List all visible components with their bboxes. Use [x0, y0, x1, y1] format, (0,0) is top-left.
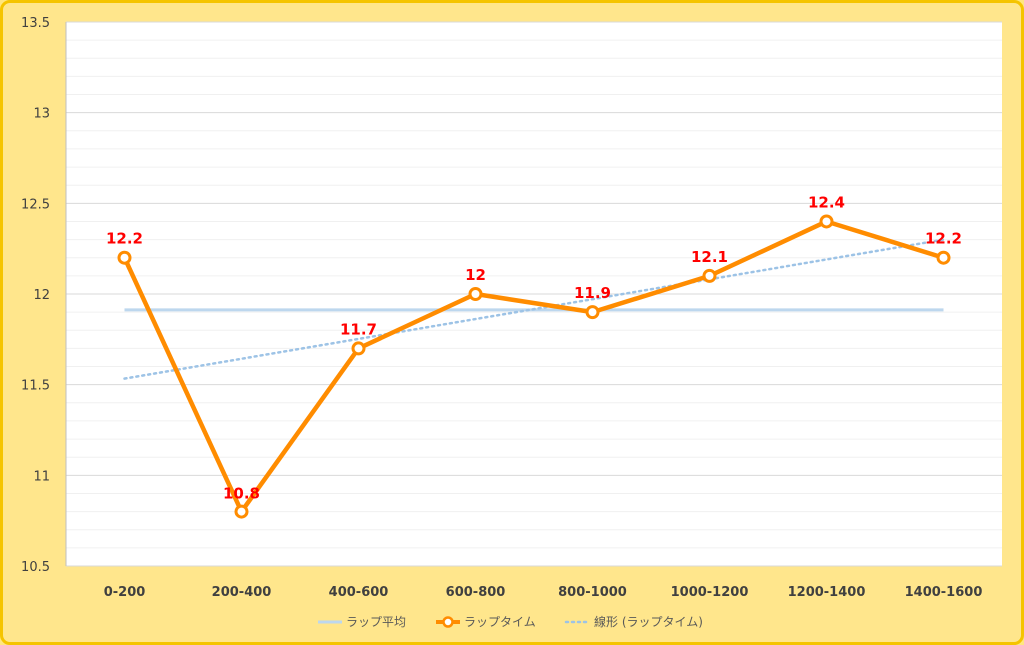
lap-time-point: [468, 287, 483, 301]
legend-label-average: ラップ平均: [346, 615, 406, 629]
data-label: 12.4: [808, 193, 845, 211]
y-tick-label: 10.5: [21, 560, 50, 575]
legend: ラップ平均 ラップタイム 線形 (ラップタイム): [318, 614, 703, 629]
x-tick-label: 400-600: [329, 585, 389, 600]
lap-time-point: [234, 504, 249, 519]
y-tick-label: 12.5: [21, 197, 50, 212]
x-axis-ticks: 0-200 200-400 400-600 600-800 800-1000 1000-1…: [104, 585, 983, 600]
y-tick-label: 13.5: [21, 16, 50, 31]
lap-time-point: [351, 341, 366, 356]
y-axis-ticks: 10.5 11 11.5 12 12.5 13 13.5: [21, 16, 50, 575]
gridlines: [65, 21, 1002, 567]
lap-time-point: [585, 305, 600, 320]
lap-time-point: [702, 268, 717, 283]
data-label: 12.2: [925, 230, 962, 248]
y-tick-label: 11: [33, 469, 50, 484]
legend-label-trendline: 線形 (ラップタイム): [594, 614, 703, 629]
x-tick-label: 1200-1400: [788, 585, 866, 600]
x-tick-label: 0-200: [104, 585, 146, 600]
x-tick-label: 800-1000: [558, 585, 627, 600]
data-label: 12.2: [106, 230, 143, 248]
data-label: 10.8: [223, 485, 260, 503]
lap-time-point: [936, 250, 951, 265]
y-tick-label: 12: [33, 288, 50, 303]
lap-time-line: [122, 219, 945, 514]
x-tick-label: 1000-1200: [671, 585, 749, 600]
data-label: 11.7: [340, 320, 377, 338]
x-tick-label: 200-400: [212, 585, 272, 600]
data-label: 12.1: [691, 248, 728, 266]
lap-time-point: [819, 214, 834, 229]
y-tick-label: 11.5: [21, 379, 50, 394]
y-tick-label: 13: [33, 107, 50, 122]
data-label: 12: [465, 266, 486, 284]
trendline: [123, 238, 945, 380]
legend-label-lap-time: ラップタイム: [464, 615, 536, 629]
series-layer: [117, 214, 951, 519]
x-tick-label: 1400-1600: [905, 585, 983, 600]
lap-time-point: [117, 250, 132, 265]
data-label: 11.9: [574, 284, 611, 302]
data-labels: 12.2 10.8 11.7 12 11.9 12.1 12.4 12.2: [106, 193, 962, 502]
x-tick-label: 600-800: [446, 585, 506, 600]
legend-marker-lap-time: [442, 616, 454, 628]
